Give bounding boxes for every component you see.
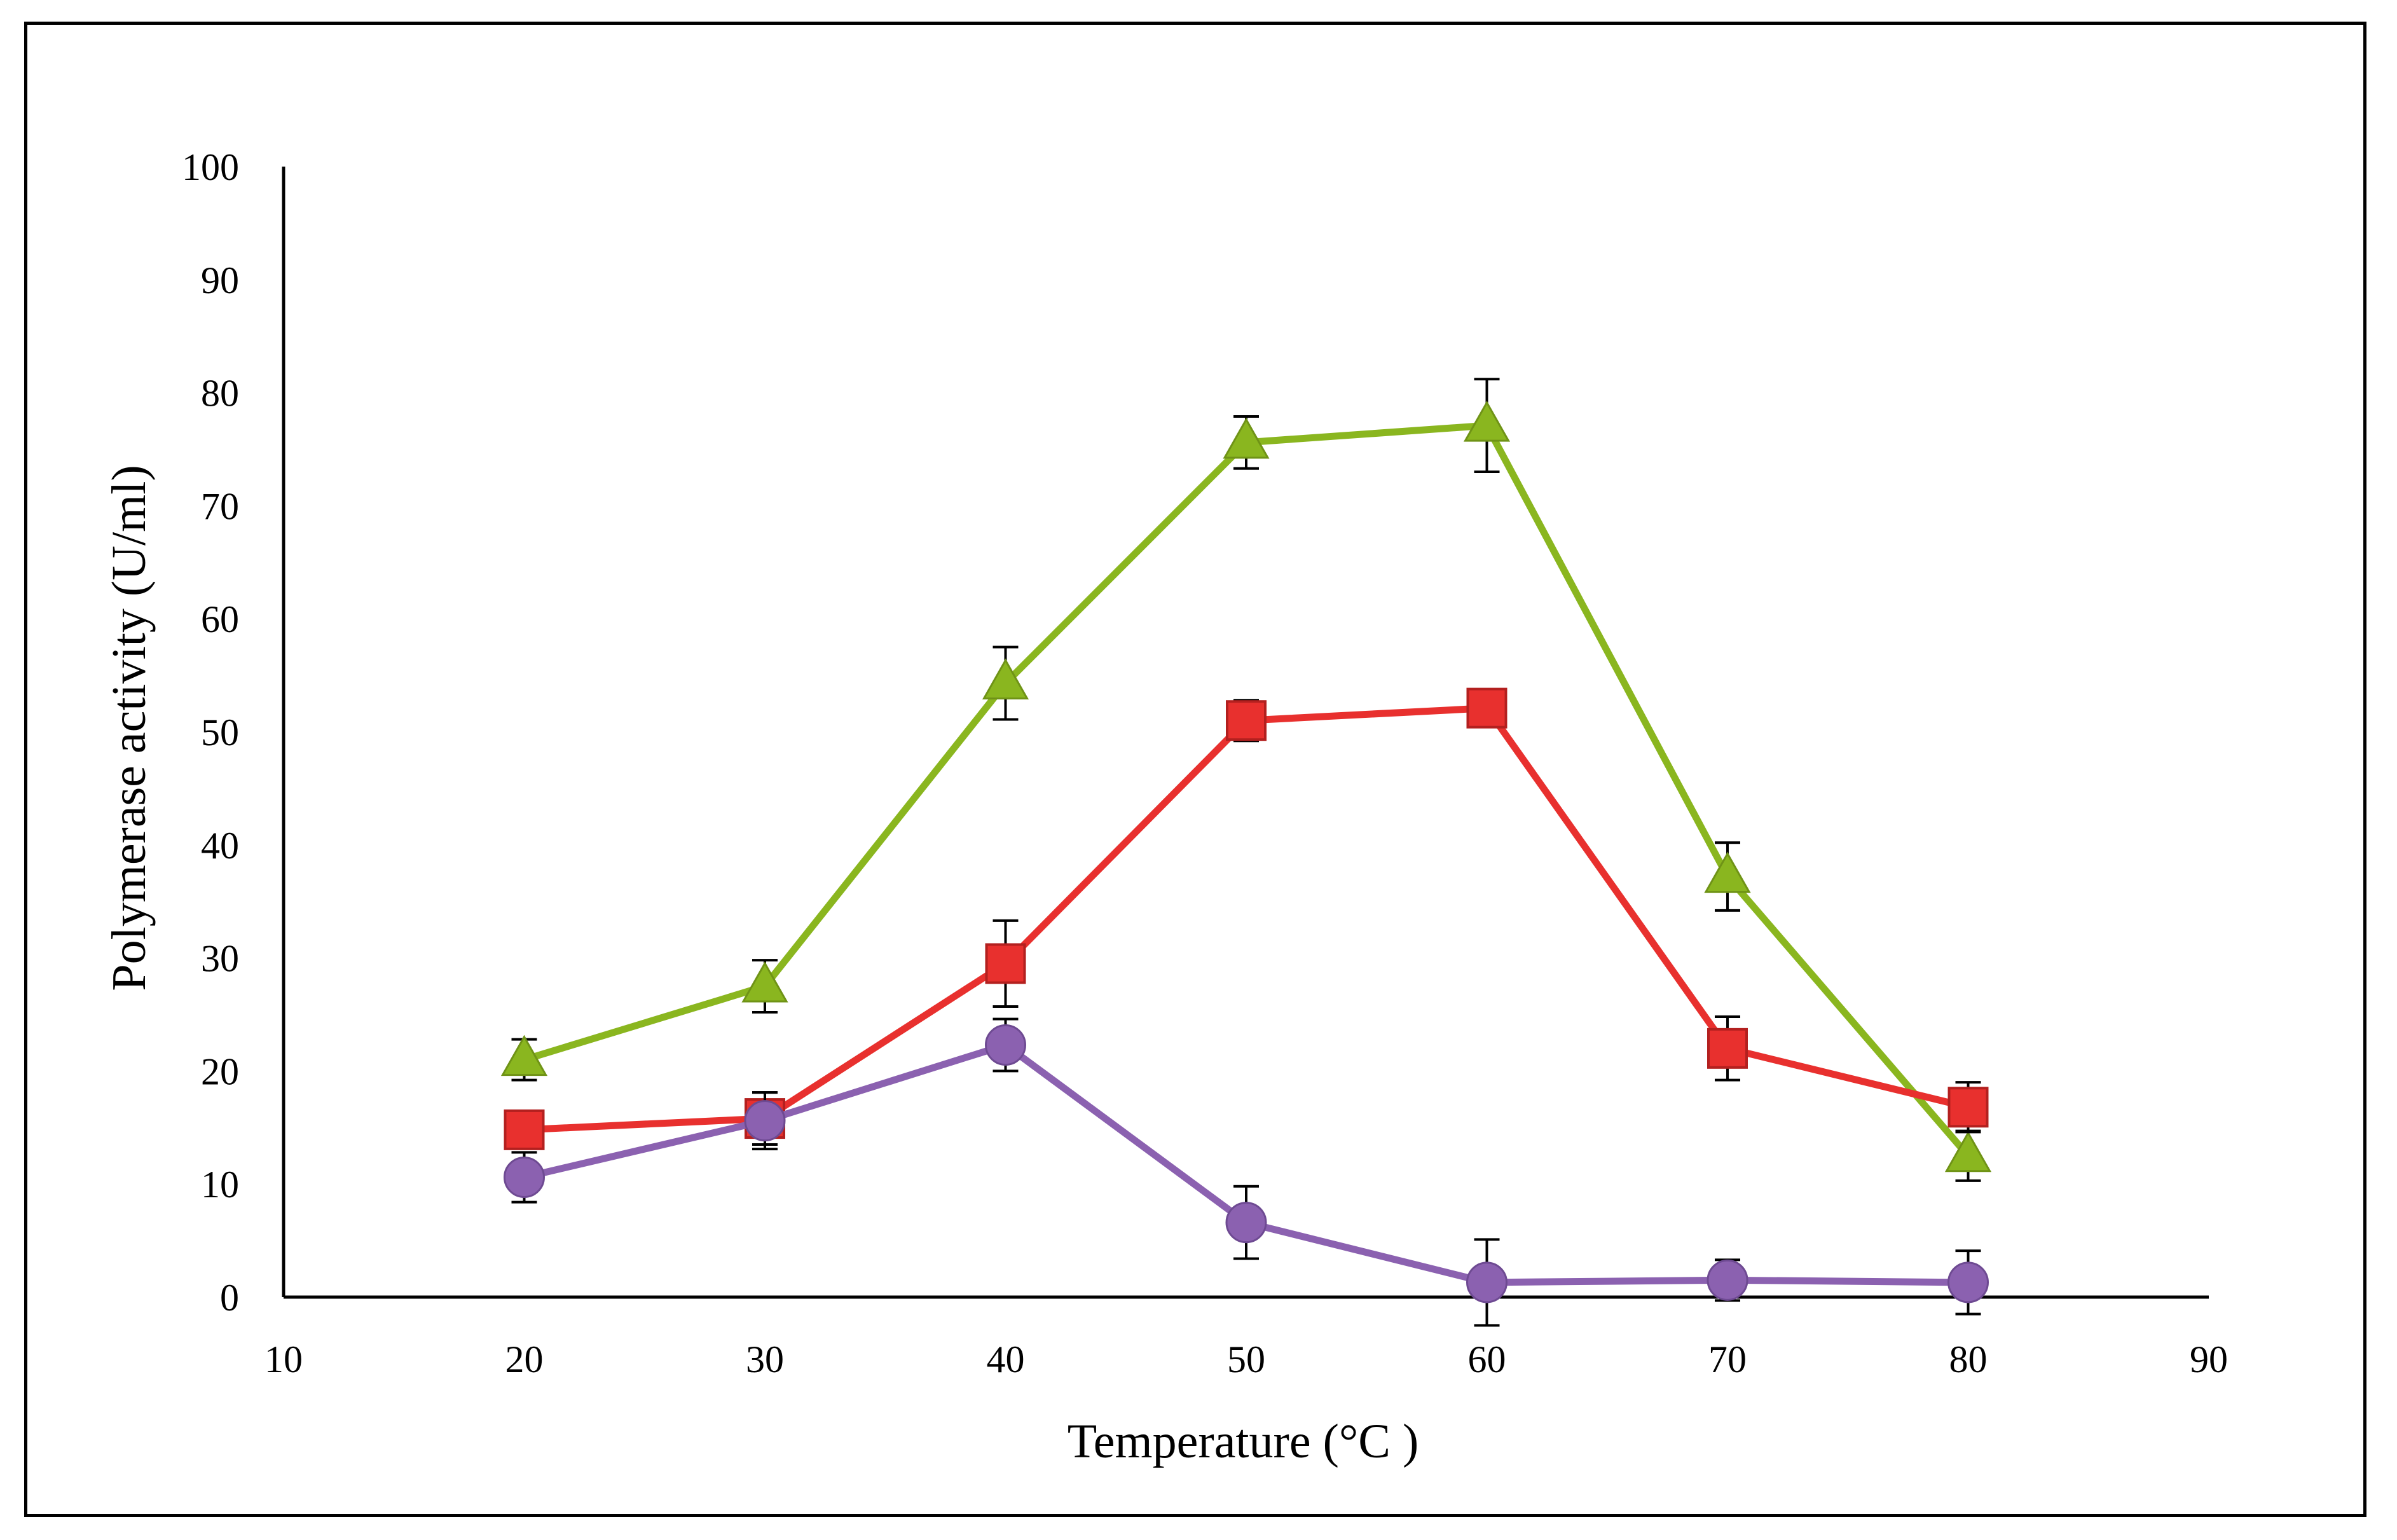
y-tick-label: 80 (201, 373, 239, 415)
triangle-series (500, 378, 1992, 1182)
triangle-marker (1463, 401, 1511, 442)
circle-marker (504, 1157, 545, 1199)
x-axis-title: Temperature (°C ) (1068, 1415, 1419, 1468)
x-tick-label: 90 (2190, 1338, 2228, 1380)
triangle-marker (1704, 851, 1751, 893)
x-tick-label: 80 (1949, 1338, 1988, 1380)
square-marker (985, 943, 1026, 984)
x-tick-label: 30 (746, 1338, 784, 1380)
x-tick-label: 50 (1227, 1338, 1265, 1380)
square-marker (1707, 1028, 1748, 1069)
square-marker (1226, 700, 1267, 741)
circle-series (504, 1017, 1989, 1327)
x-tick-label: 20 (505, 1338, 544, 1380)
y-tick-label: 10 (201, 1164, 239, 1206)
circle-marker (1225, 1202, 1267, 1244)
triangle-series-line (523, 422, 1971, 1158)
circle-marker (1466, 1262, 1508, 1303)
y-tick-label: 60 (201, 598, 239, 640)
triangle-marker (982, 658, 1029, 700)
y-tick-label: 70 (201, 485, 239, 527)
square-marker (1947, 1087, 1989, 1128)
y-tick-label: 20 (201, 1050, 239, 1092)
triangle-marker (741, 961, 788, 1003)
x-tick-label: 10 (264, 1338, 303, 1380)
x-tick-label: 40 (987, 1338, 1025, 1380)
y-tick-label: 50 (201, 712, 239, 753)
axes: 0 10 20 30 40 50 60 70 80 90 100 10 20 30 40 50 60 70 80 90 (182, 146, 2228, 1380)
circle-marker (1947, 1262, 1989, 1303)
y-tick-label: 40 (201, 825, 239, 867)
x-tick-label: 60 (1468, 1338, 1506, 1380)
circle-marker (985, 1024, 1026, 1066)
square-marker (1466, 687, 1508, 729)
square-marker (504, 1109, 545, 1150)
square-series-line (524, 705, 1969, 1134)
triangle-marker (500, 1035, 548, 1076)
y-tick-label: 30 (201, 938, 239, 980)
y-tick-label: 100 (182, 146, 239, 188)
y-tick-label: 0 (220, 1277, 239, 1319)
circle-marker (744, 1100, 786, 1142)
triangle-marker (1223, 417, 1270, 459)
triangle-marker (1944, 1131, 1992, 1172)
circle-marker (1707, 1259, 1748, 1301)
y-axis-title: Polymerase activity (U/ml) (102, 465, 156, 991)
x-tick-label: 70 (1708, 1338, 1747, 1380)
y-tick-label: 90 (201, 259, 239, 301)
series-layer (500, 378, 1992, 1327)
